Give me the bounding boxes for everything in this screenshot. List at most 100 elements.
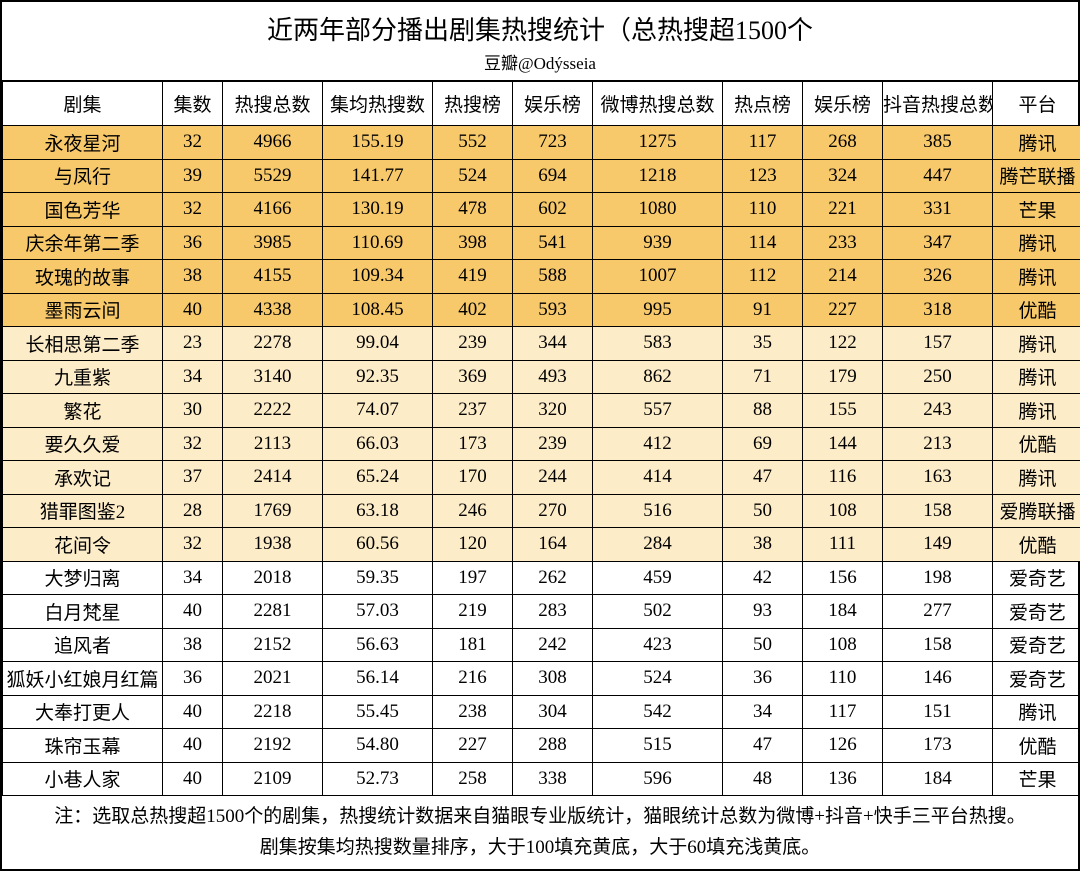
cell-hotspot: 47	[723, 461, 803, 495]
cell-avg: 56.63	[323, 628, 433, 662]
cell-hot_list: 197	[433, 561, 513, 595]
cell-douyin: 173	[883, 729, 993, 763]
column-header: 剧集	[3, 82, 163, 126]
cell-episodes: 30	[163, 394, 223, 428]
cell-episodes: 40	[163, 762, 223, 796]
cell-weibo: 557	[593, 394, 723, 428]
table-row: 九重紫34314092.3536949386271179250腾讯	[3, 360, 1080, 394]
table-row: 大奉打更人40221855.4523830454234117151腾讯	[3, 695, 1080, 729]
column-header: 娱乐榜	[803, 82, 883, 126]
cell-weibo: 1007	[593, 260, 723, 294]
cell-avg: 55.45	[323, 695, 433, 729]
table-row: 追风者38215256.6318124242350108158爱奇艺	[3, 628, 1080, 662]
cell-avg: 66.03	[323, 427, 433, 461]
column-header: 热点榜	[723, 82, 803, 126]
cell-total: 4155	[223, 260, 323, 294]
cell-ent_list: 320	[513, 394, 593, 428]
cell-hotspot: 38	[723, 528, 803, 562]
cell-weibo: 414	[593, 461, 723, 495]
cell-weibo: 596	[593, 762, 723, 796]
footnote: 注：选取总热搜超1500个的剧集，热搜统计数据来自猫眼专业版统计，猫眼统计总数为…	[2, 796, 1078, 869]
cell-douyin: 163	[883, 461, 993, 495]
cell-douyin: 149	[883, 528, 993, 562]
cell-episodes: 38	[163, 628, 223, 662]
cell-name: 大奉打更人	[3, 695, 163, 729]
cell-platform: 腾讯	[993, 394, 1080, 428]
table-row: 要久久爱32211366.0317323941269144213优酷	[3, 427, 1080, 461]
cell-platform: 优酷	[993, 528, 1080, 562]
cell-ent_list: 270	[513, 494, 593, 528]
cell-name: 小巷人家	[3, 762, 163, 796]
cell-platform: 腾芒联播	[993, 159, 1080, 193]
cell-name: 猎罪图鉴2	[3, 494, 163, 528]
table-row: 国色芳华324166130.194786021080110221331芒果	[3, 193, 1080, 227]
cell-hot_list: 419	[433, 260, 513, 294]
cell-ent_list2: 108	[803, 628, 883, 662]
cell-avg: 155.19	[323, 126, 433, 160]
cell-douyin: 184	[883, 762, 993, 796]
cell-avg: 65.24	[323, 461, 433, 495]
table-row: 承欢记37241465.2417024441447116163腾讯	[3, 461, 1080, 495]
cell-weibo: 459	[593, 561, 723, 595]
column-header: 微博热搜总数	[593, 82, 723, 126]
cell-name: 九重紫	[3, 360, 163, 394]
cell-avg: 141.77	[323, 159, 433, 193]
cell-hotspot: 35	[723, 327, 803, 361]
cell-total: 2278	[223, 327, 323, 361]
cell-hotspot: 34	[723, 695, 803, 729]
table-header-row: 剧集集数热搜总数集均热搜数热搜榜娱乐榜微博热搜总数热点榜娱乐榜抖音热搜总数平台	[3, 82, 1080, 126]
cell-ent_list2: 156	[803, 561, 883, 595]
cell-weibo: 862	[593, 360, 723, 394]
cell-episodes: 40	[163, 695, 223, 729]
cell-weibo: 939	[593, 226, 723, 260]
cell-ent_list: 588	[513, 260, 593, 294]
cell-douyin: 243	[883, 394, 993, 428]
cell-weibo: 583	[593, 327, 723, 361]
cell-platform: 芒果	[993, 762, 1080, 796]
cell-platform: 腾讯	[993, 327, 1080, 361]
cell-platform: 爱奇艺	[993, 662, 1080, 696]
cell-avg: 59.35	[323, 561, 433, 595]
cell-platform: 腾讯	[993, 461, 1080, 495]
cell-total: 3140	[223, 360, 323, 394]
cell-douyin: 277	[883, 595, 993, 629]
cell-episodes: 36	[163, 226, 223, 260]
cell-douyin: 158	[883, 628, 993, 662]
cell-ent_list2: 184	[803, 595, 883, 629]
cell-ent_list: 242	[513, 628, 593, 662]
footnote-line: 注：选取总热搜超1500个的剧集，热搜统计数据来自猫眼专业版统计，猫眼统计总数为…	[2, 802, 1078, 833]
cell-douyin: 250	[883, 360, 993, 394]
cell-hotspot: 50	[723, 628, 803, 662]
cell-name: 花间令	[3, 528, 163, 562]
cell-weibo: 1218	[593, 159, 723, 193]
table-row: 小巷人家40210952.7325833859648136184芒果	[3, 762, 1080, 796]
cell-episodes: 32	[163, 126, 223, 160]
cell-ent_list2: 268	[803, 126, 883, 160]
cell-douyin: 318	[883, 293, 993, 327]
cell-avg: 52.73	[323, 762, 433, 796]
cell-ent_list: 288	[513, 729, 593, 763]
cell-hotspot: 117	[723, 126, 803, 160]
cell-ent_list: 344	[513, 327, 593, 361]
cell-name: 承欢记	[3, 461, 163, 495]
cell-hotspot: 88	[723, 394, 803, 428]
cell-hotspot: 112	[723, 260, 803, 294]
cell-douyin: 326	[883, 260, 993, 294]
table-row: 大梦归离34201859.3519726245942156198爱奇艺	[3, 561, 1080, 595]
cell-douyin: 347	[883, 226, 993, 260]
table-row: 白月梵星40228157.0321928350293184277爱奇艺	[3, 595, 1080, 629]
cell-douyin: 447	[883, 159, 993, 193]
cell-name: 繁花	[3, 394, 163, 428]
table-row: 永夜星河324966155.195527231275117268385腾讯	[3, 126, 1080, 160]
cell-name: 与凤行	[3, 159, 163, 193]
cell-name: 墨雨云间	[3, 293, 163, 327]
cell-episodes: 28	[163, 494, 223, 528]
cell-episodes: 32	[163, 193, 223, 227]
cell-total: 2222	[223, 394, 323, 428]
cell-ent_list: 283	[513, 595, 593, 629]
table-container: 近两年部分播出剧集热搜统计（总热搜超1500个 豆瓣@Odýsseia 剧集集数…	[0, 0, 1080, 871]
column-header: 热搜总数	[223, 82, 323, 126]
cell-ent_list2: 144	[803, 427, 883, 461]
cell-ent_list2: 179	[803, 360, 883, 394]
cell-episodes: 23	[163, 327, 223, 361]
